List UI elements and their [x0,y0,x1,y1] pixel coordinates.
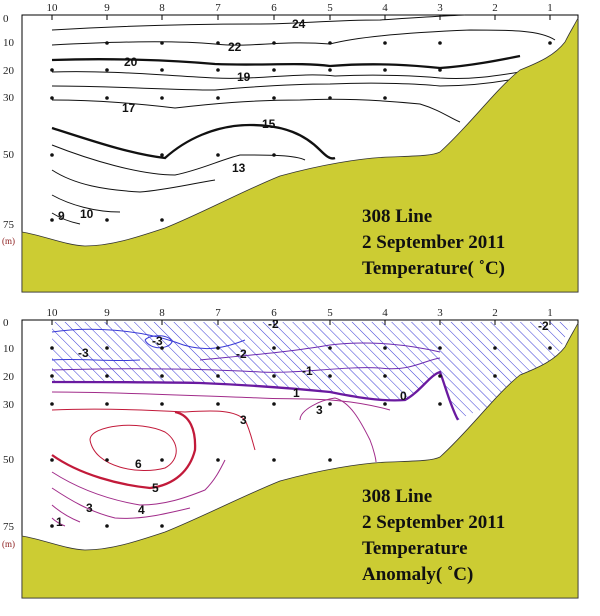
depth-label: 75 [3,521,15,533]
temperature-anomaly-panel: 10 9 8 7 6 5 4 3 2 1 0 10 20 30 50 75 (m… [2,307,579,599]
panel1-seafloor-terrain [21,17,579,293]
station-label: 5 [327,2,333,14]
depth-label: 0 [3,13,9,25]
depth-label: 75 [3,219,15,231]
contour-label: -1 [302,364,313,378]
depth-label: 30 [3,92,15,104]
contour-label: -3 [78,346,89,360]
station-label: 2 [492,2,498,14]
panel1-title-block: 308 Line 2 September 2011 Temperature( ˚… [362,206,505,279]
station-label: 6 [271,307,277,319]
depth-label: 0 [3,317,9,329]
station-label: 6 [271,2,277,14]
panel2-title-line: Anomaly( ˚C) [362,564,473,585]
station-label: 7 [215,2,221,14]
station-label: 3 [437,2,443,14]
depth-unit: (m) [2,539,15,549]
contour-label: 4 [138,503,145,517]
panel1-contour-labels: 24 22 20 19 17 15 13 10 9 [58,17,306,223]
panel1-sample-dots [50,41,552,222]
contour-label: 20 [124,55,138,69]
depth-label: 20 [3,65,15,77]
contour-label: 10 [80,207,94,221]
panel1-contours [51,14,556,225]
panel2-title-line: Temperature [362,538,468,559]
panel2-contours [51,328,460,527]
station-label: 8 [159,307,165,319]
contour-label: 17 [122,101,136,115]
depth-unit: (m) [2,236,15,246]
station-label: 8 [159,2,165,14]
contour-label: 3 [240,413,247,427]
contour-label: 15 [262,117,276,131]
panel2-title-line: 308 Line [362,486,432,507]
station-label: 9 [104,2,110,14]
station-label: 10 [47,2,59,14]
contour-label: -2 [236,347,247,361]
panel1-title-line: Temperature( ˚C) [362,258,505,279]
depth-label: 50 [3,454,15,466]
contour-label: 24 [292,17,306,31]
contour-label: 1 [56,515,63,529]
contour-label: -3 [152,334,163,348]
panel1-station-ticks [51,15,551,20]
contour-label: -2 [538,319,549,333]
panel2-title-line: 2 September 2011 [362,512,505,533]
station-label: 9 [104,307,110,319]
temperature-panel: 10 9 8 7 6 5 4 3 2 1 0 10 20 30 50 75 (m… [2,2,579,293]
station-label: 2 [492,307,498,319]
panel2-sample-dots [50,346,552,528]
contour-label: -2 [268,317,279,331]
depth-label: 10 [3,37,15,49]
panel2-title-block: 308 Line 2 September 2011 Temperature An… [362,486,505,585]
panel2-contour-labels: -2 -2 -3 -3 -2 -1 1 0 3 3 6 5 4 3 1 [56,317,549,529]
panel1-title-line: 308 Line [362,206,432,227]
panel1-title-line: 2 September 2011 [362,232,505,253]
station-label: 1 [547,307,553,319]
contour-label: 6 [135,457,142,471]
panel2-station-labels: 10 9 8 7 6 5 4 3 2 1 [47,307,553,319]
contour-label: 19 [237,70,251,84]
contour-label: 22 [228,40,242,54]
contour-label: 5 [152,481,159,495]
contour-label: 0 [400,389,407,403]
depth-label: 20 [3,371,15,383]
station-label: 5 [327,307,333,319]
depth-label: 30 [3,399,15,411]
station-label: 1 [547,2,553,14]
station-label: 4 [382,2,388,14]
station-label: 10 [47,307,59,319]
station-label: 7 [215,307,221,319]
panel1-station-labels: 10 9 8 7 6 5 4 3 2 1 [47,2,553,14]
contour-label: 9 [58,209,65,223]
depth-label: 50 [3,149,15,161]
contour-label: 3 [316,403,323,417]
depth-label: 10 [3,343,15,355]
panel2-seafloor-terrain [21,322,579,599]
contour-label: 1 [293,386,300,400]
station-label: 4 [382,307,388,319]
panel2-depth-labels: 0 10 20 30 50 75 (m) [2,317,15,549]
station-label: 3 [437,307,443,319]
panel1-depth-labels: 0 10 20 30 50 75 (m) [2,13,15,246]
contour-label: 13 [232,161,246,175]
contour-label: 3 [86,501,93,515]
